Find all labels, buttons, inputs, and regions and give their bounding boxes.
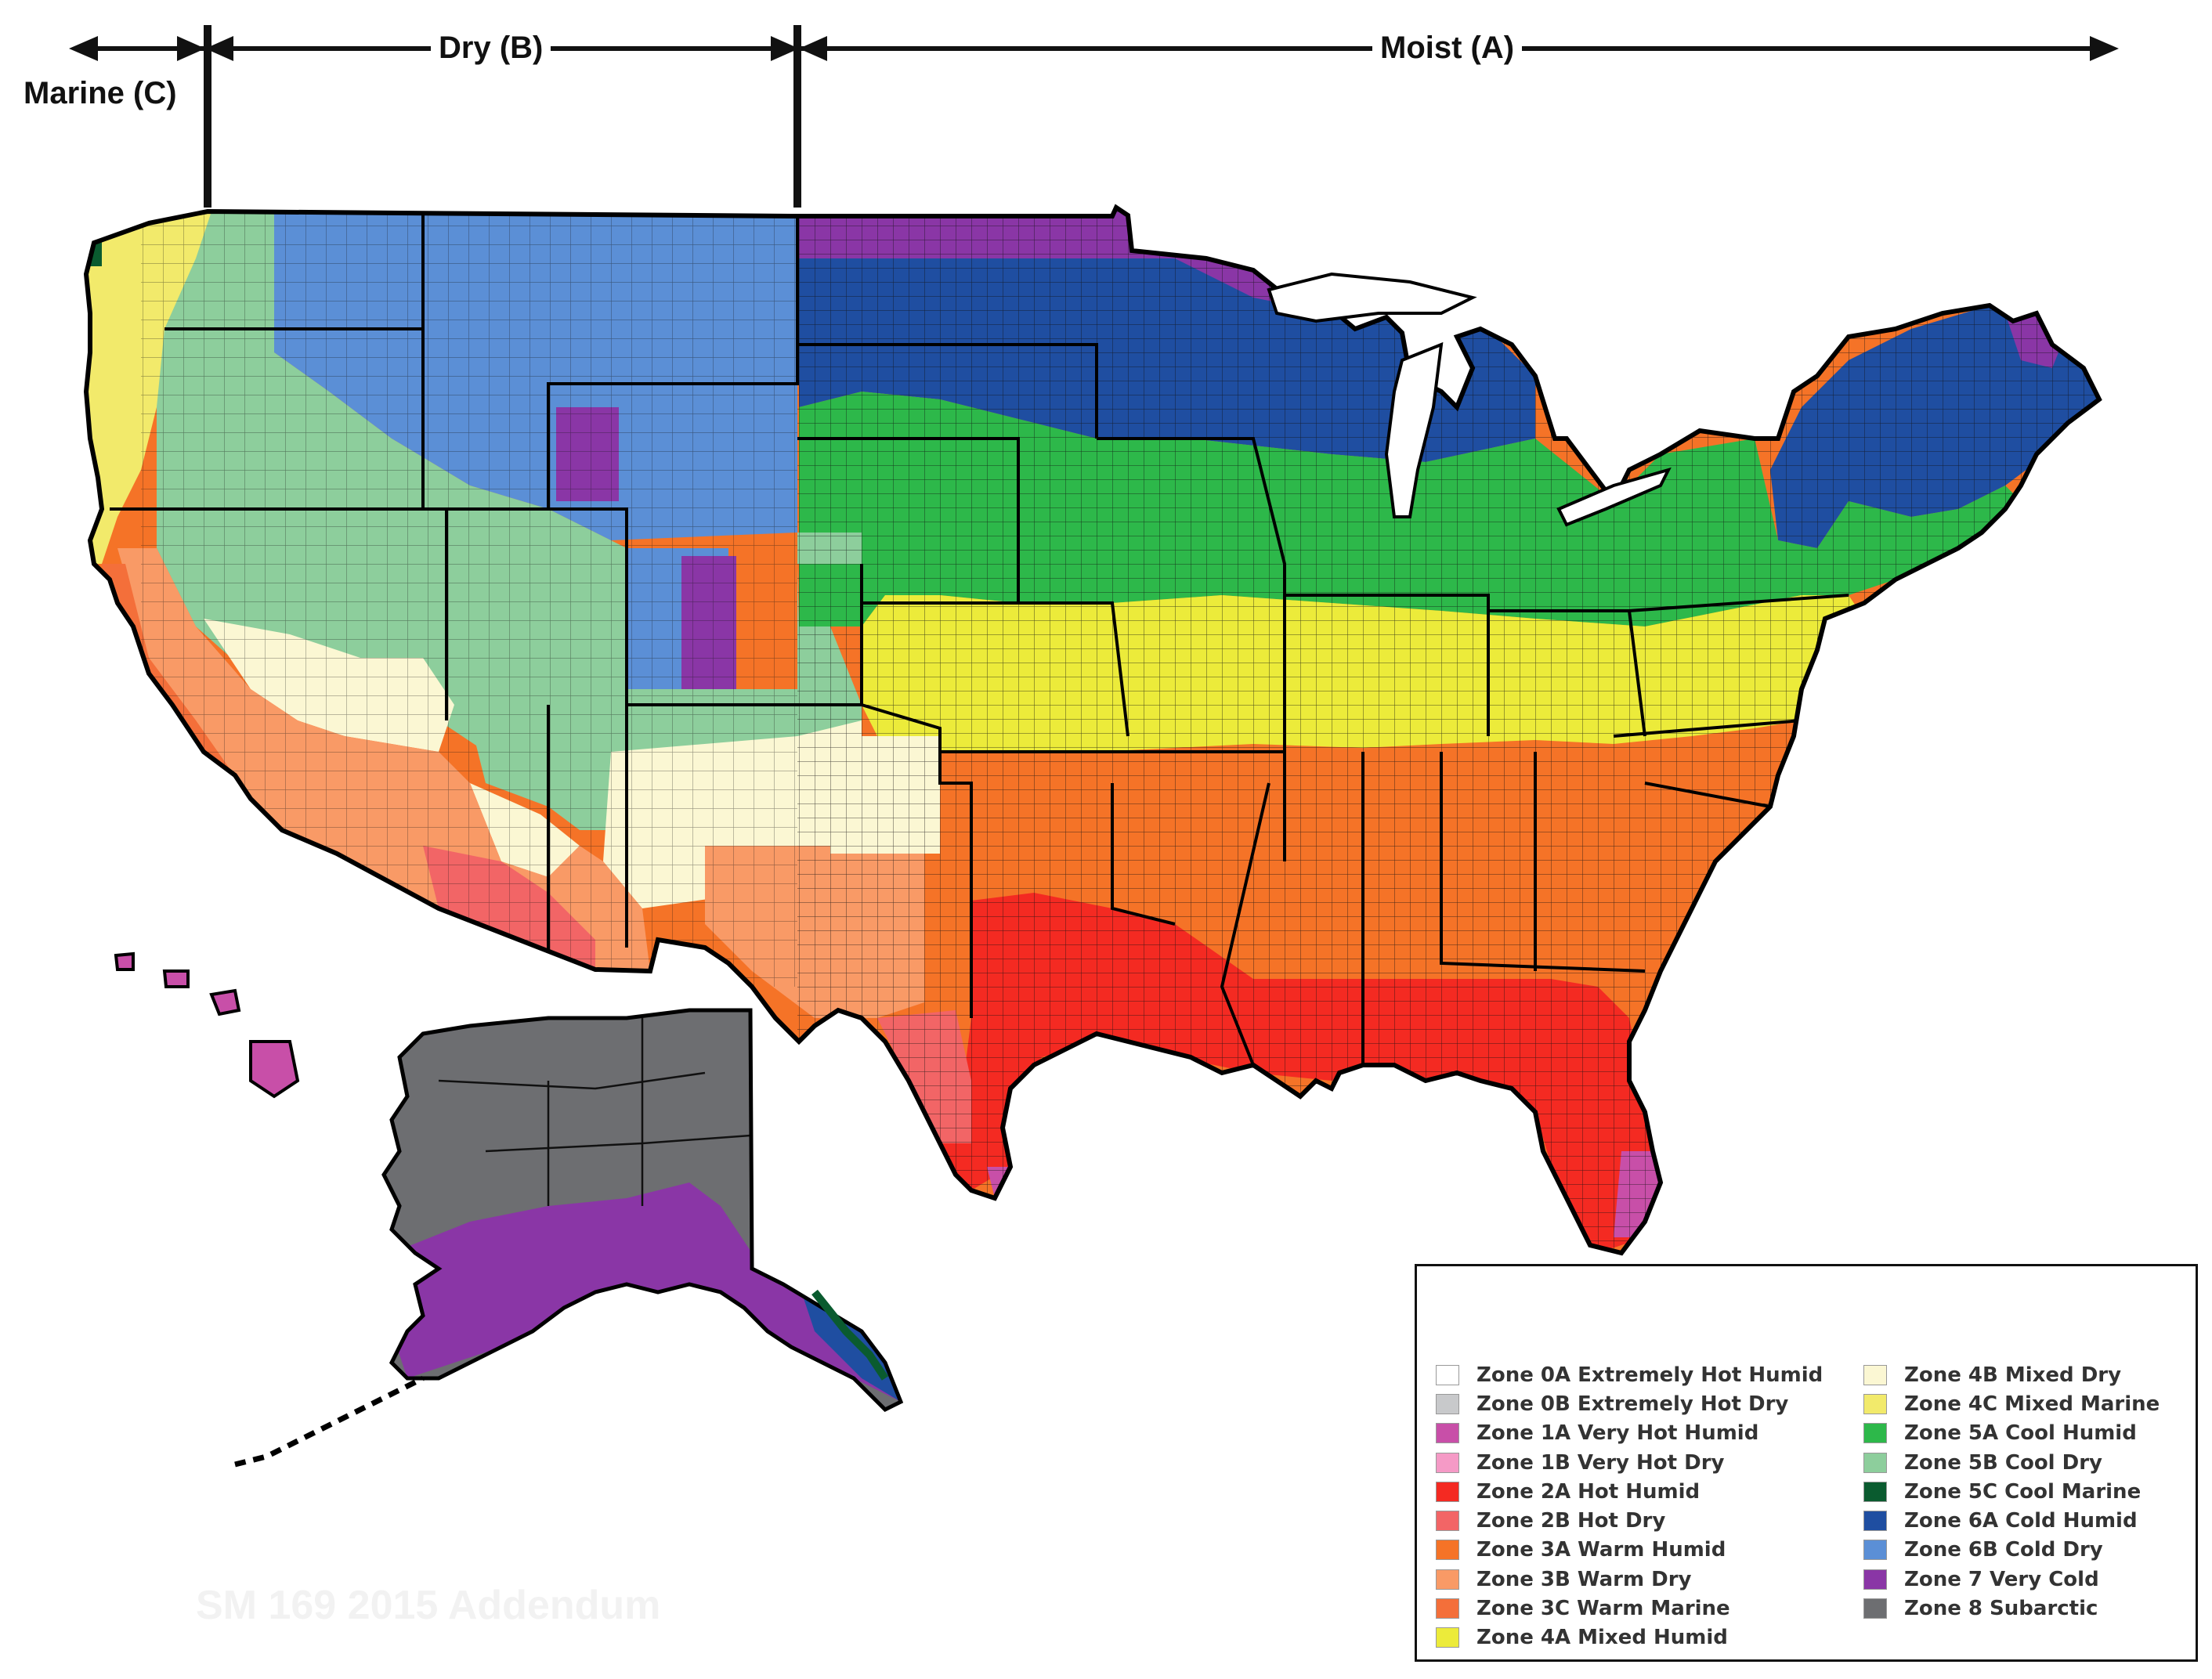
watermark: SM 169 2015 Addendum <box>196 1583 661 1628</box>
legend-label: Zone 4C Mixed Marine <box>1904 1392 2160 1416</box>
legend-label: Zone 5C Cool Marine <box>1904 1479 2142 1504</box>
legend-swatch <box>1436 1393 1459 1414</box>
hawaii-maui <box>209 988 241 1016</box>
legend-item: Zone 6A Cold Humid <box>1863 1506 2160 1535</box>
legend-label: Zone 5A Cool Humid <box>1904 1421 2137 1446</box>
state-boundaries <box>110 211 1849 1066</box>
legend-item: Zone 4C Mixed Marine <box>1863 1389 2160 1418</box>
legend-item: Zone 5B Cool Dry <box>1863 1448 2160 1477</box>
legend-label: Zone 6A Cold Humid <box>1904 1509 2138 1533</box>
legend-label: Zone 5B Cool Dry <box>1904 1450 2102 1475</box>
legend-label: Zone 2B Hot Dry <box>1476 1509 1666 1533</box>
legend-label: Zone 2A Hot Humid <box>1476 1479 1701 1504</box>
legend-item: Zone 3A Warm Humid <box>1436 1536 1823 1565</box>
alaska <box>234 1008 904 1468</box>
legend-swatch <box>1436 1598 1459 1619</box>
legend-swatch <box>1436 1481 1459 1502</box>
moisture-regime-header <box>69 25 2119 208</box>
legend-column-2: Zone 4B Mixed Dry Zone 4C Mixed Marine Zon… <box>1863 1360 2160 1623</box>
hawaii <box>114 951 300 1099</box>
legend-item: Zone 6B Cold Dry <box>1863 1536 2160 1565</box>
legend-item: Zone 2B Hot Dry <box>1436 1506 1823 1535</box>
legend-item: Zone 0A Extremely Hot Humid <box>1436 1360 1823 1389</box>
legend-swatch <box>1436 1364 1459 1385</box>
legend-label: Zone 0B Extremely Hot Dry <box>1476 1392 1789 1416</box>
legend-item: Zone 5C Cool Marine <box>1863 1477 2160 1506</box>
lake-michigan <box>1384 341 1444 518</box>
legend-item: Zone 3B Warm Dry <box>1436 1565 1823 1594</box>
legend-swatch <box>1863 1569 1887 1590</box>
legend-item: Zone 0B Extremely Hot Dry <box>1436 1389 1823 1418</box>
hawaii-big-island <box>249 1040 300 1099</box>
legend-item: Zone 2A Hot Humid <box>1436 1477 1823 1506</box>
legend-column-1: Zone 0A Extremely Hot Humid Zone 0B Extre… <box>1436 1360 1823 1652</box>
dry-b-label: Dry (B) <box>431 30 551 66</box>
legend-swatch <box>1863 1364 1887 1385</box>
lake-erie <box>1556 467 1672 527</box>
legend-swatch <box>1436 1540 1459 1561</box>
legend-label: Zone 1A Very Hot Humid <box>1476 1421 1759 1446</box>
legend-swatch <box>1436 1423 1459 1444</box>
legend-label: Zone 4A Mixed Humid <box>1476 1626 1728 1650</box>
great-lakes <box>1267 272 1672 527</box>
legend-swatch <box>1863 1598 1887 1619</box>
lake-superior <box>1267 272 1477 323</box>
legend-label: Zone 4B Mixed Dry <box>1904 1363 2122 1387</box>
legend-item: Zone 1B Very Hot Dry <box>1436 1448 1823 1477</box>
legend-label: Zone 0A Extremely Hot Humid <box>1476 1363 1823 1387</box>
legend-swatch <box>1863 1423 1887 1444</box>
alaska-outline <box>381 1008 904 1413</box>
legend-swatch <box>1863 1511 1887 1532</box>
legend-swatch <box>1863 1452 1887 1473</box>
legend-item: Zone 3C Warm Marine <box>1436 1594 1823 1623</box>
legend-swatch <box>1436 1569 1459 1590</box>
legend-item: Zone 1A Very Hot Humid <box>1436 1419 1823 1448</box>
moist-a-label: Moist (A) <box>1372 30 1523 66</box>
hawaii-kauai <box>114 951 135 971</box>
legend-swatch <box>1436 1452 1459 1473</box>
legend-item: Zone 8 Subarctic <box>1863 1594 2160 1623</box>
legend-label: Zone 7 Very Cold <box>1904 1567 2099 1591</box>
legend-label: Zone 3C Warm Marine <box>1476 1597 1730 1621</box>
legend-item: Zone 5A Cool Humid <box>1863 1419 2160 1448</box>
legend-item: Zone 4A Mixed Humid <box>1436 1623 1823 1652</box>
legend-swatch <box>1863 1481 1887 1502</box>
legend: Zone 0A Extremely Hot Humid Zone 0B Extre… <box>1415 1264 2198 1662</box>
legend-item: Zone 7 Very Cold <box>1863 1565 2160 1594</box>
conus-outline <box>83 204 2102 1256</box>
legend-swatch <box>1863 1540 1887 1561</box>
legend-swatch <box>1863 1393 1887 1414</box>
alaska-panhandle-islands <box>811 1289 889 1381</box>
legend-label: Zone 8 Subarctic <box>1904 1597 2098 1621</box>
legend-swatch <box>1436 1511 1459 1532</box>
marine-c-label: Marine (C) <box>16 75 185 111</box>
legend-label: Zone 3A Warm Humid <box>1476 1538 1726 1562</box>
hawaii-oahu <box>162 969 190 988</box>
aleutian-islands <box>234 1375 425 1468</box>
legend-swatch <box>1436 1627 1459 1648</box>
zone-6a-alaska-pan <box>799 1284 901 1402</box>
legend-label: Zone 3B Warm Dry <box>1476 1567 1692 1591</box>
legend-label: Zone 6B Cold Dry <box>1904 1538 2103 1562</box>
legend-label: Zone 1B Very Hot Dry <box>1476 1450 1725 1475</box>
legend-item: Zone 4B Mixed Dry <box>1863 1360 2160 1389</box>
